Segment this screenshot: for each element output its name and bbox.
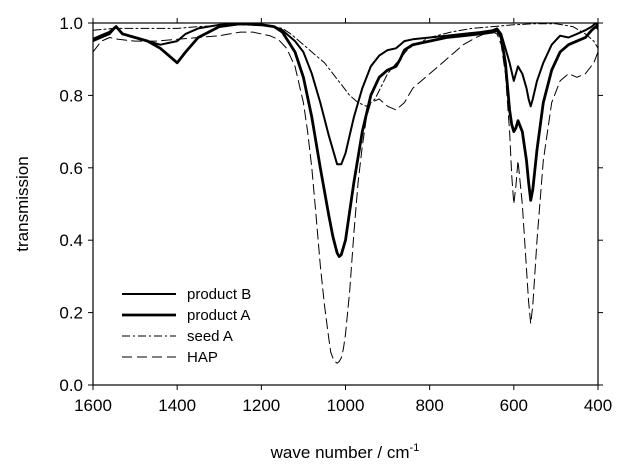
legend-label-product-b: product B — [187, 286, 251, 303]
x-tick-label: 1200 — [242, 396, 280, 415]
x-axis-ticks: 1600 1400 1200 1000 800 600 400 — [74, 18, 612, 415]
x-tick-label: 600 — [500, 396, 528, 415]
series-layer — [93, 23, 598, 364]
y-tick-label: 0.8 — [59, 86, 83, 105]
legend-label-seed-a: seed A — [187, 328, 233, 345]
y-tick-label: 0.4 — [59, 231, 83, 250]
x-axis-title-main: wave number / cm — [270, 443, 410, 462]
y-tick-label: 0.6 — [59, 159, 83, 178]
x-tick-label: 800 — [415, 396, 443, 415]
y-tick-label: 1.0 — [59, 14, 83, 33]
x-tick-label: 1000 — [327, 396, 365, 415]
series-line-hap — [93, 31, 598, 364]
series-line-product-a — [93, 23, 598, 258]
x-axis-title: wave number / cm-1 — [270, 442, 420, 462]
y-tick-label: 0.2 — [59, 304, 83, 323]
legend-label-product-a: product A — [187, 307, 250, 324]
y-tick-label: 0.0 — [59, 376, 83, 395]
series-line-seed-a — [93, 23, 598, 107]
series-line-product-b — [93, 23, 598, 166]
legend-label-hap: HAP — [187, 349, 218, 366]
legend: product B product A seed A HAP — [122, 286, 251, 366]
x-tick-label: 1400 — [158, 396, 196, 415]
x-tick-label: 400 — [584, 396, 612, 415]
y-axis-ticks: 0.0 0.2 0.4 0.6 0.8 1.0 — [59, 14, 603, 395]
x-tick-label: 1600 — [74, 396, 112, 415]
y-axis-title: transmission — [13, 156, 32, 251]
x-axis-title-superscript: -1 — [410, 442, 420, 454]
